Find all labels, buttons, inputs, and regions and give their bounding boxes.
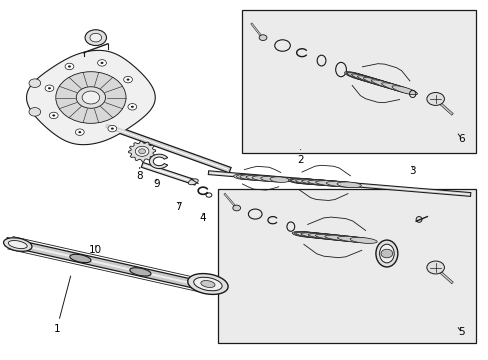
Circle shape [131,106,134,108]
Ellipse shape [201,280,215,288]
Ellipse shape [315,181,358,187]
Ellipse shape [245,175,277,181]
Ellipse shape [129,268,151,276]
Circle shape [65,63,74,70]
Text: 5: 5 [457,327,464,337]
Ellipse shape [336,182,361,188]
Polygon shape [128,141,156,161]
Ellipse shape [188,179,198,185]
Circle shape [49,112,58,119]
Ellipse shape [70,254,91,262]
Ellipse shape [292,231,319,237]
Polygon shape [242,10,475,153]
Ellipse shape [315,234,368,242]
Ellipse shape [346,72,380,84]
Text: 1: 1 [53,276,71,334]
Text: 3: 3 [408,166,415,176]
Circle shape [48,87,51,89]
Circle shape [68,66,71,68]
Circle shape [139,149,145,154]
Circle shape [123,76,132,83]
Ellipse shape [363,77,409,93]
Text: 7: 7 [175,202,182,212]
Circle shape [78,131,81,133]
Ellipse shape [301,180,347,186]
Ellipse shape [325,181,359,187]
Circle shape [101,62,103,64]
Ellipse shape [193,277,222,291]
Ellipse shape [344,72,369,81]
Ellipse shape [391,86,417,95]
Ellipse shape [415,217,421,222]
Circle shape [45,85,54,91]
Circle shape [90,33,102,42]
Circle shape [135,146,149,156]
Ellipse shape [3,238,32,251]
Ellipse shape [295,179,342,186]
Circle shape [380,249,392,258]
Text: 10: 10 [89,245,102,255]
Ellipse shape [307,234,361,241]
Ellipse shape [346,73,390,86]
Text: 6: 6 [457,134,464,144]
Ellipse shape [351,74,398,89]
Ellipse shape [370,80,414,94]
Polygon shape [149,154,167,168]
Circle shape [426,93,444,105]
Ellipse shape [295,232,344,239]
Ellipse shape [381,83,415,94]
Circle shape [56,72,126,123]
Circle shape [128,104,137,110]
Circle shape [232,205,240,211]
Circle shape [76,87,105,108]
Ellipse shape [236,174,262,180]
Ellipse shape [300,233,353,240]
Circle shape [126,78,129,81]
Ellipse shape [252,176,283,181]
Ellipse shape [291,179,334,185]
Circle shape [29,108,41,116]
Circle shape [29,79,41,87]
Ellipse shape [379,244,393,263]
Text: 8: 8 [136,167,142,181]
Ellipse shape [233,174,253,180]
Ellipse shape [307,180,354,186]
Circle shape [426,261,444,274]
Circle shape [111,127,114,130]
Ellipse shape [289,179,323,184]
Ellipse shape [269,177,289,183]
Circle shape [259,35,266,41]
Text: 2: 2 [297,149,303,165]
Circle shape [75,129,84,135]
Ellipse shape [349,237,376,243]
Polygon shape [217,189,475,343]
Text: 9: 9 [153,179,160,189]
Ellipse shape [293,232,331,238]
Ellipse shape [288,178,312,184]
Ellipse shape [8,240,27,248]
Ellipse shape [324,235,373,243]
Ellipse shape [187,274,228,294]
Ellipse shape [357,76,404,91]
Ellipse shape [375,240,397,267]
Text: 4: 4 [199,213,206,222]
Ellipse shape [337,236,375,243]
Circle shape [85,30,106,45]
Ellipse shape [240,175,270,181]
Circle shape [82,91,100,104]
Circle shape [52,114,55,117]
Ellipse shape [260,176,286,182]
Circle shape [108,125,117,132]
Polygon shape [26,50,155,145]
Circle shape [98,60,106,66]
